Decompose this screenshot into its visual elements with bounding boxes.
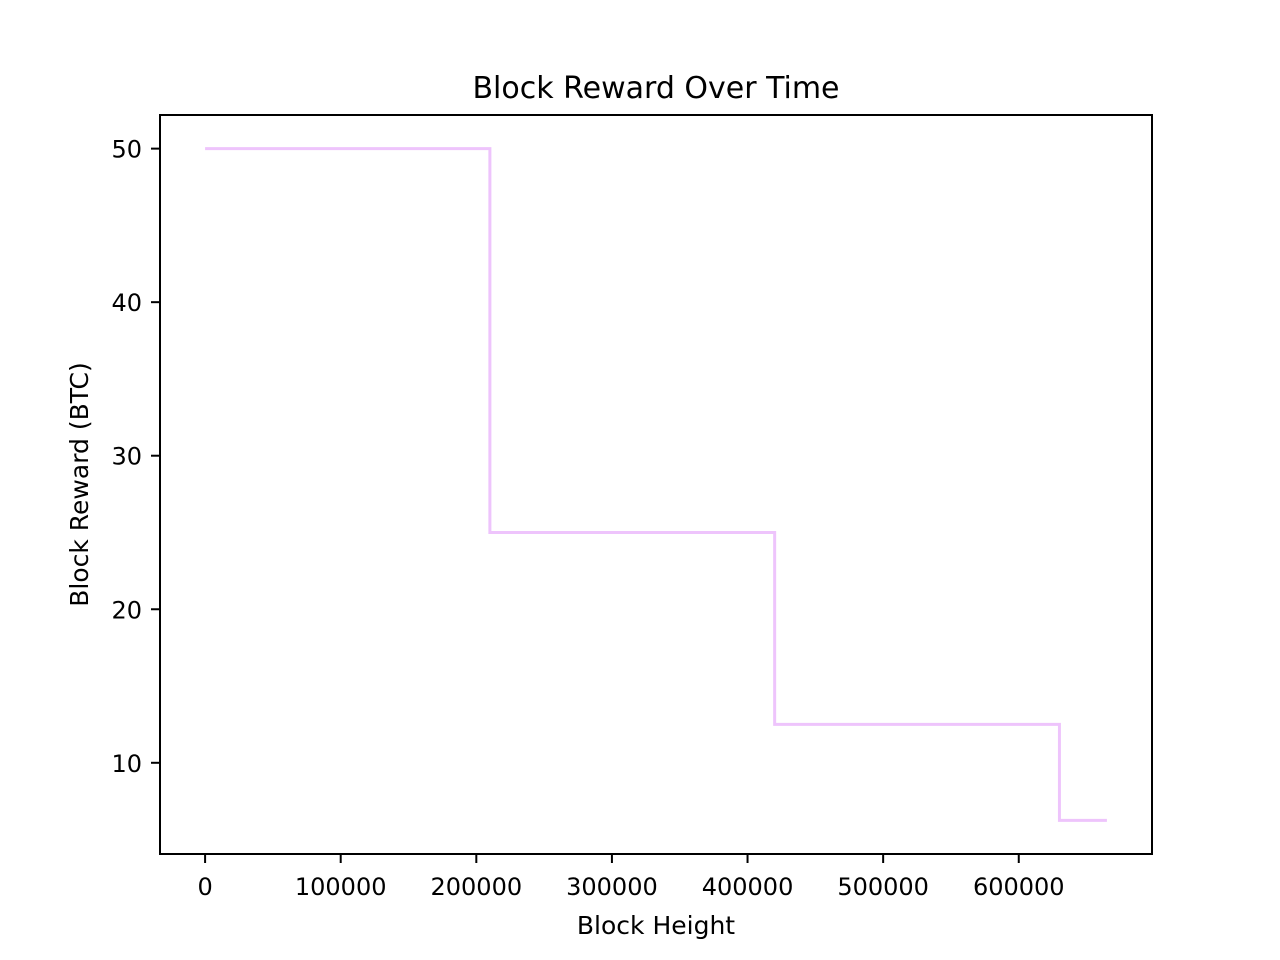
y-tick-label: 20: [111, 596, 142, 624]
x-tick-label: 300000: [566, 873, 658, 901]
chart-title: Block Reward Over Time: [472, 71, 839, 106]
y-tick-label: 50: [111, 136, 142, 164]
x-axis: 0 100000 200000 300000 400000 500000 600000: [197, 854, 1065, 901]
y-axis-label: Block Reward (BTC): [65, 362, 94, 607]
y-axis: 10 20 30 40 50: [111, 136, 160, 778]
series-line-0: [205, 147, 1107, 822]
x-tick-label: 0: [197, 873, 212, 901]
x-axis-label: Block Height: [577, 911, 735, 940]
plot-area: [205, 147, 1107, 822]
axes-frame: [159, 114, 1153, 855]
x-tick-label: 500000: [837, 873, 929, 901]
x-tick-label: 400000: [702, 873, 794, 901]
x-tick-label: 600000: [973, 873, 1065, 901]
y-tick-label: 10: [111, 750, 142, 778]
y-tick-label: 30: [111, 443, 142, 471]
x-tick-label: 100000: [295, 873, 387, 901]
x-tick-label: 200000: [431, 873, 523, 901]
y-tick-label: 40: [111, 289, 142, 317]
